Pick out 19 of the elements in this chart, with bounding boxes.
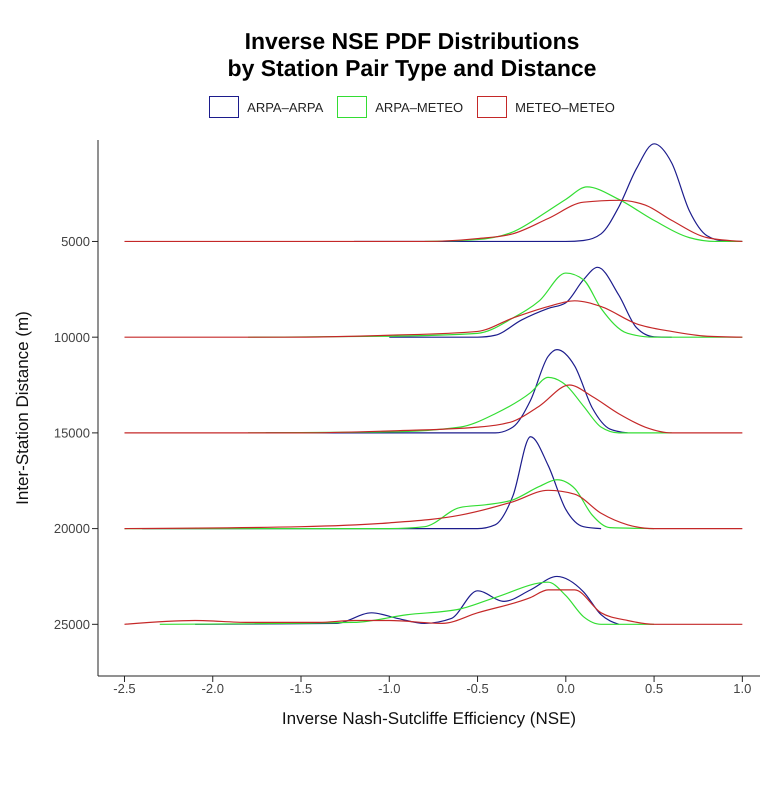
y-tick-label: 10000: [54, 330, 90, 345]
y-tick-label: 5000: [61, 234, 90, 250]
x-tick-label: -1.5: [290, 681, 312, 696]
x-axis-title: Inverse Nash-Sutcliffe Efficiency (NSE): [282, 709, 576, 728]
chart-title: Inverse NSE PDF Distributions by Station Pair Type and Distance: [226, 28, 598, 82]
legend-label: ARPA–METEO: [375, 100, 464, 114]
x-tick-label: 0.5: [645, 681, 664, 696]
y-axis-title: Inter-Station Distance (m): [13, 311, 32, 505]
x-tick-label: -0.5: [466, 681, 489, 696]
x-tick-label: 1.0: [733, 681, 752, 696]
legend-label: METEO–METEO: [515, 100, 615, 114]
x-tick-label: -2.5: [113, 681, 136, 696]
y-tick-label: 25000: [54, 616, 90, 632]
x-tick-label: -2.0: [202, 681, 224, 696]
legend-label: ARPA–ARPA: [247, 100, 324, 114]
x-tick-label: -1.0: [378, 681, 400, 696]
x-tick-label: 0.0: [556, 681, 575, 696]
y-tick-label: 15000: [54, 426, 90, 440]
y-tick-label: 20000: [54, 521, 90, 536]
